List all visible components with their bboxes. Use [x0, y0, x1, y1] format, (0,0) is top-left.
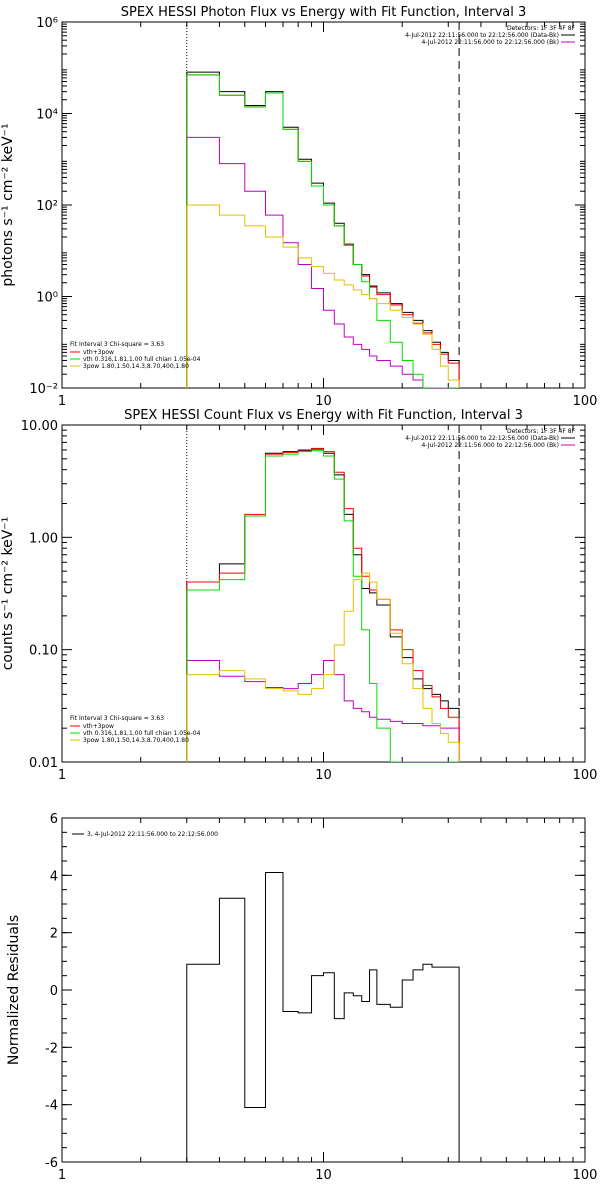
x-tick-label: 100 — [573, 768, 598, 783]
legend-top-right: Detectors: 1F 3F 4F 8F4-Jul-2012 22:11:5… — [405, 428, 575, 449]
legend-entry: vth+3pow — [83, 349, 114, 356]
y-tick-label: -6 — [45, 1156, 58, 1171]
legend-entry: 3pow 1.80,1.50,14.3,8.70,400,1.80 — [83, 737, 189, 744]
series-vth-3pow-line — [186, 447, 460, 762]
plot-frame — [61, 817, 586, 1163]
x-tick-label: 10 — [315, 1168, 332, 1183]
y-axis-label: counts s⁻¹ cm⁻² keV⁻¹ — [0, 517, 16, 671]
x-tick-label: 10 — [315, 394, 332, 409]
x-axis: 1 10 100 — [58, 425, 598, 783]
series-group — [186, 71, 460, 388]
series-vth-line — [186, 74, 460, 388]
y-tick-label: 0.01 — [29, 756, 58, 771]
series-group — [186, 447, 460, 762]
y-axis: -6 -4 -2 0 2 4 6 — [45, 812, 585, 1171]
series-3-line — [186, 871, 460, 1162]
x-tick-label: 1 — [58, 768, 66, 783]
series-3pow-line — [186, 204, 460, 388]
y-tick-label: 4 — [50, 869, 58, 884]
legend-top-right: Detectors: 1F 3F 4F 8F4-Jul-2012 22:11:5… — [405, 25, 575, 46]
legend-detectors: Detectors: 1F 3F 4F 8F — [507, 428, 576, 435]
y-tick-label: 10⁴ — [36, 108, 58, 123]
y-axis: 10⁻² 10⁰ 10² 10⁴ 10⁶ — [29, 16, 585, 397]
x-tick-label: 100 — [573, 394, 598, 409]
legend-entry: 3, 4-Jul-2012 22:11:56.000 to 22:12:56.0… — [87, 831, 218, 838]
x-axis: 1 10 100 — [58, 818, 598, 1183]
x-tick-label: 1 — [58, 1168, 66, 1183]
panel-2: SPEX HESSI Count Flux vs Energy with Fit… — [0, 408, 597, 783]
x-tick-label: 100 — [573, 1168, 598, 1183]
panel-1: SPEX HESSI Photon Flux vs Energy with Fi… — [0, 5, 597, 409]
x-axis: 1 10 100 — [58, 22, 598, 409]
legend-entry: vth 0.316,1.81,1.00 full chian 1.05e-04 — [83, 356, 201, 363]
series-bk-line — [186, 660, 460, 762]
series-vth-line — [186, 450, 460, 762]
legend-detectors: Detectors: 1F 3F 4F 8F — [507, 25, 576, 32]
series-vth-3pow-line — [186, 74, 460, 388]
y-tick-label: 10² — [36, 199, 58, 214]
legend-entry: vth 0.316,1.81,1.00 full chian 1.05e-04 — [83, 730, 201, 737]
y-axis-label: photons s⁻¹ cm⁻² keV⁻¹ — [0, 123, 16, 286]
y-tick-label: 10⁶ — [36, 16, 58, 31]
panel-3: 1 10 100 -6 -4 -2 0 2 4 6 Normalized Residuals 3, 4… — [6, 812, 597, 1183]
series-data-bk-line — [186, 71, 460, 388]
series-group — [186, 871, 460, 1162]
y-tick-label: 1.00 — [29, 531, 58, 546]
legend-bottom-left: Fit Interval 3 Chi-square = 3.63vth+3pow… — [70, 715, 201, 744]
chart-title: SPEX HESSI Photon Flux vs Energy with Fi… — [121, 5, 527, 20]
legend-time-range: 4-Jul-2012 22:11:56.000 to 22:12:56.000 … — [421, 442, 559, 449]
chart-title: SPEX HESSI Count Flux vs Energy with Fit… — [124, 408, 523, 423]
legend-time-range: 4-Jul-2012 22:11:56.000 to 22:12:56.000 … — [405, 32, 559, 39]
y-axis: 0.01 0.10 1.00 10.00 — [21, 419, 585, 771]
plot-frame — [61, 424, 586, 763]
y-tick-label: 6 — [50, 812, 58, 827]
series-3pow-line — [186, 572, 460, 762]
legend-time-range: 4-Jul-2012 22:11:56.000 to 22:12:56.000 … — [405, 435, 559, 442]
series-bk-line — [186, 136, 460, 388]
legend-bottom-left: Fit Interval 3 Chi-square = 3.63vth+3pow… — [70, 341, 201, 370]
series-data-bk-line — [186, 448, 460, 762]
legend-entry: 3pow 1.80,1.50,14.3,8.70,400,1.80 — [83, 363, 189, 370]
y-tick-label: 2 — [50, 927, 58, 942]
legend-time-range: 4-Jul-2012 22:11:56.000 to 22:12:56.000 … — [421, 39, 559, 46]
y-tick-label: 10.00 — [21, 419, 58, 434]
y-tick-label: 0 — [50, 984, 58, 999]
x-tick-label: 10 — [315, 768, 332, 783]
y-tick-label: 10⁰ — [36, 291, 58, 306]
y-tick-label: 10⁻² — [29, 382, 58, 397]
legend-top-left: 3, 4-Jul-2012 22:11:56.000 to 22:12:56.0… — [72, 831, 218, 838]
legend-fit-interval: Fit Interval 3 Chi-square = 3.63 — [70, 341, 164, 348]
legend-fit-interval: Fit Interval 3 Chi-square = 3.63 — [70, 715, 164, 722]
y-axis-label: Normalized Residuals — [6, 915, 22, 1065]
x-tick-label: 1 — [58, 394, 66, 409]
legend-entry: vth+3pow — [83, 723, 114, 730]
y-tick-label: -2 — [45, 1041, 58, 1056]
y-tick-label: -4 — [45, 1099, 58, 1114]
y-tick-label: 0.10 — [29, 644, 58, 659]
